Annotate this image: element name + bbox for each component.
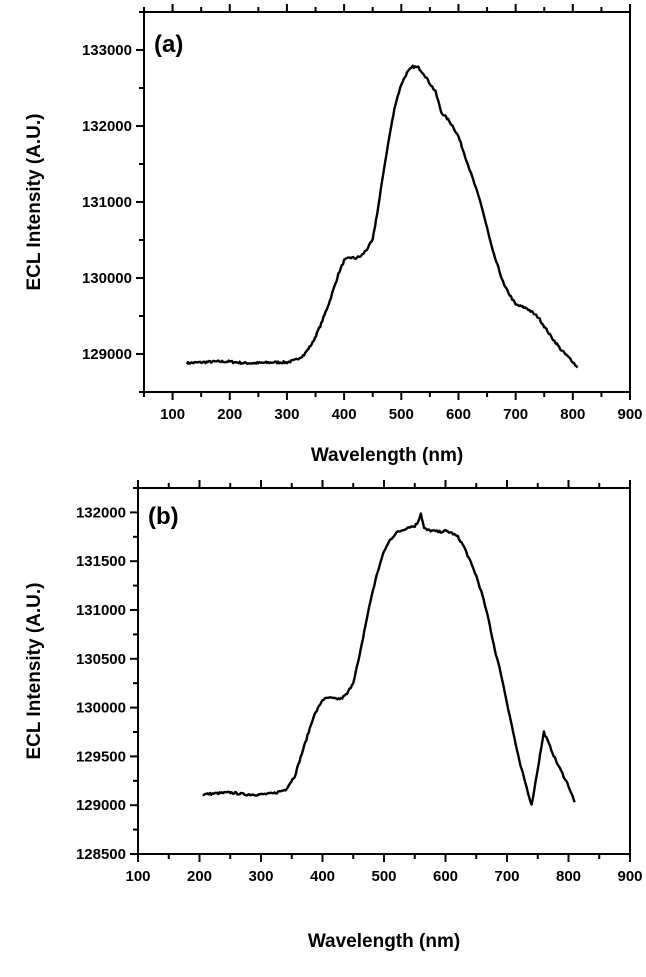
panel-label-b: (b) bbox=[148, 503, 179, 530]
x-tick-label: 900 bbox=[617, 406, 642, 423]
series-line-a bbox=[185, 64, 579, 369]
y-tick-label: 130000 bbox=[76, 700, 126, 717]
plot-frame-b bbox=[137, 487, 631, 855]
x-axis-label-b: Wavelength (nm) bbox=[308, 931, 460, 952]
x-tick-label: 600 bbox=[446, 406, 471, 423]
x-tick-label: 100 bbox=[125, 868, 150, 885]
panel-label-a: (a) bbox=[154, 31, 183, 58]
x-tick-label: 200 bbox=[217, 406, 242, 423]
x-tick-label: 700 bbox=[494, 868, 519, 885]
ticks-b: 100 200 300 400 500 600 700 800 900 128500 129000 1… bbox=[76, 480, 643, 885]
x-tick-label: 700 bbox=[503, 406, 528, 423]
x-tick-label: 300 bbox=[274, 406, 299, 423]
x-tick-label: 500 bbox=[389, 406, 414, 423]
y-tick-label: 129500 bbox=[76, 748, 126, 765]
x-tick-label: 900 bbox=[617, 868, 642, 885]
plot-frame-a bbox=[143, 11, 631, 393]
y-tick-label: 128500 bbox=[76, 846, 126, 863]
x-tick-label: 800 bbox=[556, 868, 581, 885]
x-axis-label-a: Wavelength (nm) bbox=[311, 445, 463, 466]
series-line-b bbox=[202, 512, 576, 806]
y-tick-label: 131000 bbox=[82, 194, 132, 211]
y-tick-label: 131000 bbox=[76, 602, 126, 619]
x-tick-label: 600 bbox=[433, 868, 458, 885]
chart-panel-a: 100 200 300 400 500 600 700 800 900 129000 130000 1… bbox=[24, 4, 643, 466]
y-axis-label-b: ECL Intensity (A.U.) bbox=[24, 583, 45, 760]
y-tick-label: 132000 bbox=[76, 504, 126, 521]
y-tick-label: 132000 bbox=[82, 118, 132, 135]
y-tick-label: 130000 bbox=[82, 270, 132, 287]
x-tick-label: 300 bbox=[248, 868, 273, 885]
x-tick-label: 800 bbox=[560, 406, 585, 423]
chart-panel-b: 100 200 300 400 500 600 700 800 900 128500 129000 1… bbox=[24, 480, 643, 952]
x-tick-label: 200 bbox=[187, 868, 212, 885]
x-tick-label: 500 bbox=[371, 868, 396, 885]
y-tick-label: 130500 bbox=[76, 651, 126, 668]
y-axis-label-a: ECL Intensity (A.U.) bbox=[24, 114, 45, 291]
y-tick-label: 129000 bbox=[82, 346, 132, 363]
y-tick-label: 129000 bbox=[76, 797, 126, 814]
x-tick-label: 100 bbox=[160, 406, 185, 423]
x-tick-label: 400 bbox=[332, 406, 357, 423]
x-tick-label: 400 bbox=[310, 868, 335, 885]
y-tick-label: 131500 bbox=[76, 553, 126, 570]
ticks-a: 100 200 300 400 500 600 700 800 900 129000 130000 1… bbox=[82, 4, 643, 423]
y-tick-label: 133000 bbox=[82, 42, 132, 59]
